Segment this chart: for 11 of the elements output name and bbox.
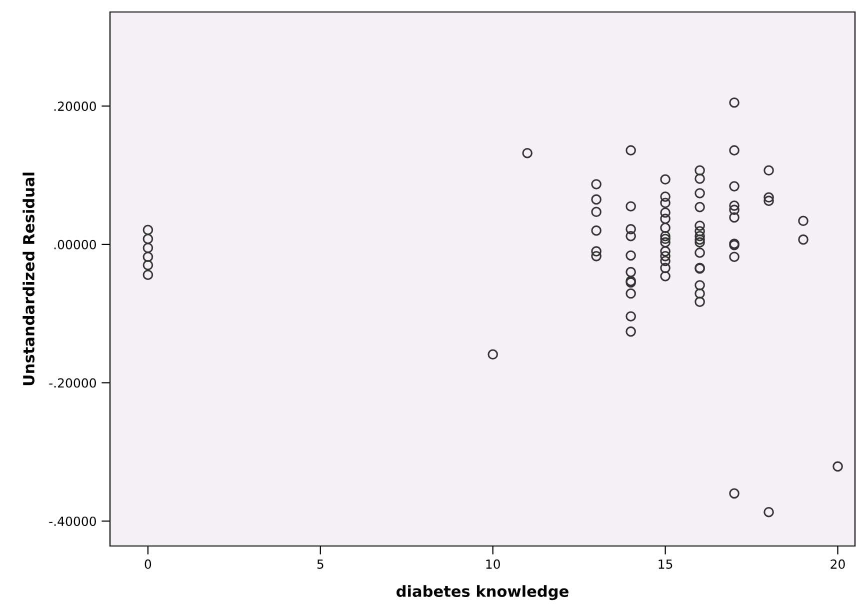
y-tick-label: -.40000 [49,516,96,526]
y-tick-label: -.20000 [49,378,96,388]
y-tick-label: .00000 [54,240,96,250]
y-tick-label: .20000 [54,102,96,111]
y-axis-title: Unstandardized Residual [22,172,34,386]
x-tick-label: 0 [144,559,152,569]
x-axis-title: diabetes knowledge [396,585,568,600]
x-tick-label: 15 [658,560,672,569]
x-tick-label: 20 [830,559,845,569]
x-tick-label: 10 [486,559,500,569]
x-tick-label: 5 [317,560,324,569]
